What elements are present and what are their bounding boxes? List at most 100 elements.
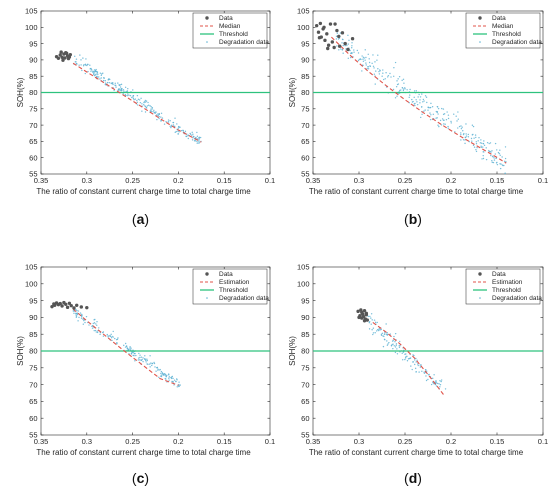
degradation-point bbox=[129, 346, 131, 348]
y-tick-label: 55 bbox=[29, 431, 37, 440]
degradation-point bbox=[137, 359, 140, 361]
degradation-point bbox=[107, 336, 109, 338]
degradation-point bbox=[450, 122, 452, 124]
degradation-point bbox=[419, 99, 421, 101]
degradation-point bbox=[438, 383, 440, 385]
degradation-point bbox=[344, 44, 346, 47]
legend-marker-data bbox=[478, 272, 482, 276]
degradation-point bbox=[75, 315, 78, 317]
degradation-point bbox=[418, 371, 420, 373]
degradation-point bbox=[402, 88, 405, 90]
degradation-point bbox=[430, 114, 432, 116]
data-point bbox=[362, 319, 367, 323]
degradation-point bbox=[160, 120, 162, 122]
median-line bbox=[372, 321, 445, 396]
degradation-point bbox=[144, 111, 147, 113]
degradation-point bbox=[486, 141, 489, 144]
data-point bbox=[64, 302, 68, 306]
degradation-point bbox=[396, 348, 398, 350]
median-line bbox=[331, 36, 507, 164]
legend-entry: Threshold bbox=[219, 31, 248, 38]
degradation-point bbox=[350, 52, 352, 54]
data-point bbox=[365, 318, 369, 322]
degradation-point bbox=[180, 129, 183, 132]
data-point bbox=[58, 301, 62, 306]
degradation-point bbox=[383, 338, 386, 340]
panel-b: 0.35 0.3 0.25 0.2 0.15 0.1 55 60 65 70 75 80 85 90 95 1… bbox=[288, 7, 548, 227]
degradation-point bbox=[498, 152, 501, 155]
degradation-point bbox=[100, 77, 102, 79]
degradation-point bbox=[419, 102, 421, 104]
degradation-point bbox=[152, 110, 154, 113]
degradation-point bbox=[163, 374, 165, 376]
degradation-point bbox=[427, 378, 429, 381]
degradation-point bbox=[155, 111, 157, 113]
degradation-point bbox=[75, 308, 77, 311]
degradation-point bbox=[158, 115, 160, 118]
degradation-point bbox=[414, 363, 416, 366]
degradation-point bbox=[425, 96, 428, 98]
x-axis-label: The ratio of constant current charge tim… bbox=[36, 187, 251, 196]
degradation-point bbox=[148, 104, 150, 106]
degradation-point bbox=[83, 63, 85, 66]
degradation-point bbox=[136, 101, 139, 103]
degradation-point bbox=[150, 362, 152, 364]
degradation-point bbox=[435, 117, 437, 119]
x-tick-label: 0.3 bbox=[354, 437, 364, 446]
data-point bbox=[346, 47, 350, 52]
degradation-point bbox=[407, 358, 410, 360]
degradation-point bbox=[124, 86, 127, 88]
legend-marker-data bbox=[205, 272, 209, 276]
degradation-point bbox=[366, 67, 368, 70]
degradation-point bbox=[462, 139, 465, 141]
degradation-point bbox=[386, 334, 388, 336]
legend-box bbox=[465, 12, 541, 49]
degradation-point bbox=[482, 142, 485, 145]
degradation-point bbox=[481, 158, 483, 160]
degradation-point bbox=[175, 378, 178, 380]
y-tick-label: 70 bbox=[301, 380, 309, 389]
degradation-point bbox=[460, 125, 462, 127]
panel-label-letter: d bbox=[409, 470, 418, 486]
degradation-point bbox=[154, 366, 156, 368]
degradation-point bbox=[365, 62, 367, 64]
degradation-point bbox=[151, 364, 153, 367]
y-tick-label: 90 bbox=[301, 313, 309, 322]
degradation-point bbox=[157, 114, 159, 117]
degradation-point bbox=[385, 323, 387, 325]
degradation-point bbox=[402, 89, 405, 92]
degradation-point bbox=[111, 339, 113, 342]
degradation-point bbox=[464, 142, 466, 145]
degradation-point bbox=[176, 386, 178, 388]
data-point bbox=[326, 43, 331, 47]
degradation-point bbox=[503, 160, 506, 163]
data-point bbox=[357, 315, 361, 320]
y-tick-label: 105 bbox=[297, 263, 310, 272]
degradation-point bbox=[424, 369, 427, 371]
degradation-point bbox=[473, 137, 475, 139]
degradation-point bbox=[417, 364, 419, 367]
degradation-point bbox=[149, 363, 151, 365]
degradation-point bbox=[116, 338, 119, 341]
degradation-point bbox=[153, 362, 156, 365]
degradation-point bbox=[149, 105, 151, 107]
degradation-point bbox=[432, 377, 434, 380]
degradation-point bbox=[465, 135, 468, 137]
degradation-point bbox=[159, 368, 161, 371]
degradation-point bbox=[141, 110, 143, 112]
data-point bbox=[328, 22, 333, 26]
degradation-point bbox=[75, 61, 77, 63]
degradation-point bbox=[365, 64, 367, 66]
degradation-point bbox=[482, 146, 484, 148]
degradation-point bbox=[142, 357, 144, 359]
degradation-point bbox=[126, 94, 128, 97]
degradation-point bbox=[368, 322, 370, 324]
degradation-point bbox=[420, 106, 423, 108]
degradation-point bbox=[93, 72, 95, 75]
x-tick-label: 0.2 bbox=[173, 176, 183, 185]
degradation-point bbox=[440, 124, 443, 126]
degradation-point bbox=[95, 73, 97, 75]
degradation-point bbox=[100, 74, 103, 77]
degradation-point bbox=[85, 58, 87, 60]
